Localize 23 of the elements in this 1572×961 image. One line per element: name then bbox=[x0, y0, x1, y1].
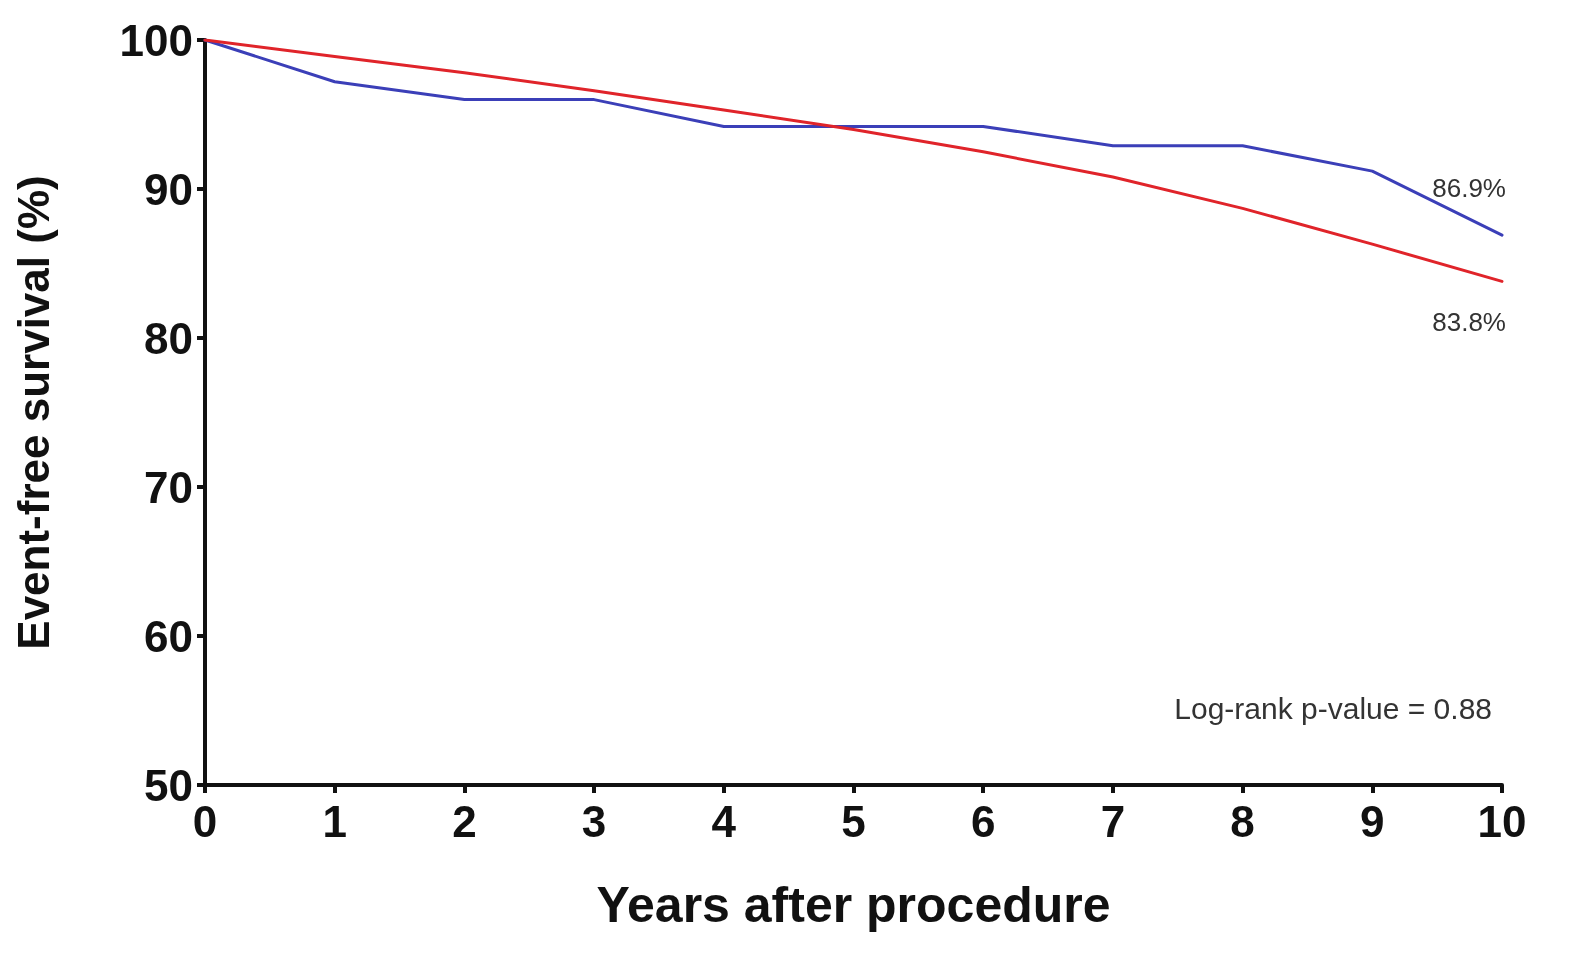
x-tick-label: 0 bbox=[192, 796, 218, 846]
x-tick-label: 10 bbox=[1477, 796, 1527, 846]
annotation: 83.8% bbox=[1432, 307, 1506, 338]
x-tick-label: 8 bbox=[1230, 796, 1255, 846]
y-tick-label: 70 bbox=[144, 462, 193, 512]
y-tick-label: 100 bbox=[119, 15, 193, 65]
x-tick-label: 1 bbox=[322, 796, 347, 846]
x-tick-label: 7 bbox=[1100, 796, 1126, 846]
x-axis-title: Years after procedure bbox=[596, 877, 1111, 933]
x-tick-label: 3 bbox=[581, 796, 607, 846]
x-tick-label: 2 bbox=[452, 796, 477, 846]
x-tick-label: 5 bbox=[841, 796, 866, 846]
annotation: 86.9% bbox=[1432, 173, 1506, 204]
y-tick-label: 80 bbox=[144, 313, 193, 363]
y-tick-label: 60 bbox=[144, 611, 193, 661]
y-tick-label: 50 bbox=[144, 760, 193, 810]
x-tick-label: 9 bbox=[1360, 796, 1385, 846]
annotation: Log-rank p-value = 0.88 bbox=[1174, 691, 1493, 725]
x-tick-label: 4 bbox=[711, 796, 737, 846]
y-tick-label: 90 bbox=[144, 164, 193, 214]
x-tick-label: 6 bbox=[970, 796, 996, 846]
line-series bbox=[203, 38, 1504, 283]
y-axis-title: Event-free survival (%) bbox=[8, 175, 58, 650]
